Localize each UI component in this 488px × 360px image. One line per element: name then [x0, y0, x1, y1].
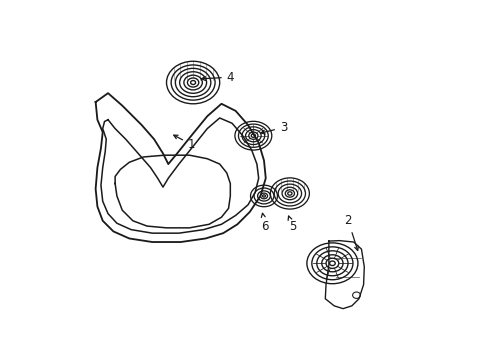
Text: 4: 4 [201, 71, 234, 84]
Text: 2: 2 [344, 214, 358, 251]
Text: 6: 6 [261, 213, 268, 233]
Text: 5: 5 [287, 216, 295, 233]
Text: 1: 1 [173, 135, 195, 151]
Text: 3: 3 [261, 121, 287, 134]
